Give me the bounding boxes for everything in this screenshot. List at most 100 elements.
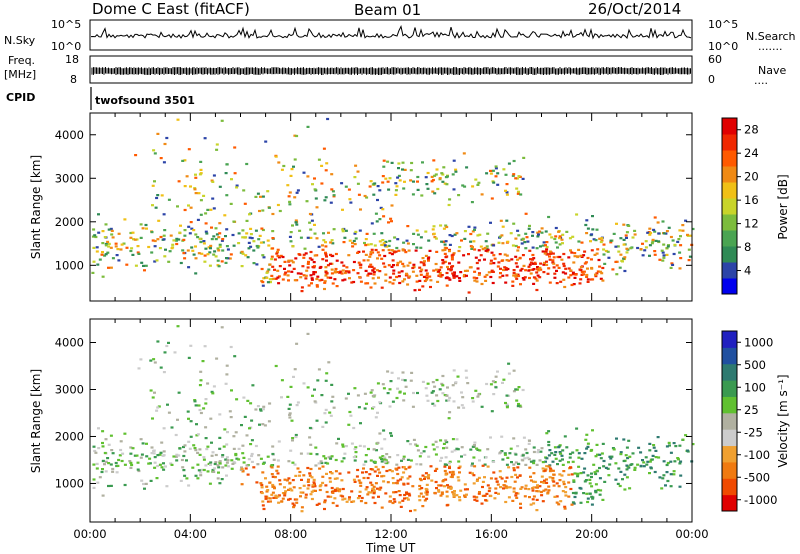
heatmap-cell (228, 410, 232, 413)
heatmap-cell (224, 172, 228, 175)
heatmap-cell (522, 436, 526, 439)
heatmap-cell (439, 439, 443, 442)
heatmap-cell (425, 483, 429, 486)
heatmap-cell (411, 405, 415, 408)
heatmap-cell (307, 478, 310, 481)
heatmap-cell (391, 282, 395, 285)
heatmap-cell (649, 231, 653, 235)
heatmap-cell (478, 272, 481, 275)
heatmap-cell (578, 486, 582, 490)
heatmap-cell (684, 434, 688, 437)
heatmap-cell (342, 264, 346, 267)
heatmap-cell (465, 274, 468, 277)
velocity-color-swatch (722, 363, 737, 381)
heatmap-cell (371, 277, 375, 280)
heatmap-cell (560, 474, 564, 477)
cpid-label: CPID (6, 91, 35, 104)
heatmap-cell (323, 280, 327, 283)
heatmap-cell (440, 492, 444, 496)
heatmap-cell (369, 468, 373, 471)
heatmap-cell (430, 391, 434, 394)
heatmap-cell (98, 476, 102, 479)
heatmap-cell (380, 243, 384, 247)
heatmap-cell (183, 185, 187, 188)
heatmap-cell (340, 460, 344, 463)
heatmap-cell (515, 277, 519, 280)
heatmap-cell (304, 274, 308, 277)
heatmap-cell (215, 148, 219, 151)
heatmap-cell (222, 445, 226, 448)
heatmap-cell (398, 179, 402, 182)
heatmap-cell (298, 487, 302, 490)
heatmap-cell (555, 482, 559, 485)
heatmap-cell (578, 282, 582, 285)
heatmap-cell (498, 235, 502, 238)
heatmap-cell (595, 272, 599, 275)
heatmap-cell (455, 232, 459, 235)
heatmap-cell (506, 240, 510, 243)
velocity-colorbar-tick-label: 25 (744, 403, 759, 417)
heatmap-cell (388, 388, 392, 391)
heatmap-cell (145, 442, 148, 445)
heatmap-cell (197, 192, 201, 195)
heatmap-cell (183, 474, 187, 477)
heatmap-cell (582, 254, 586, 257)
heatmap-cell (409, 169, 413, 172)
heatmap-cell (504, 486, 508, 490)
heatmap-cell (559, 280, 563, 283)
heatmap-cell (178, 447, 182, 450)
heatmap-cell (431, 381, 435, 384)
heatmap-cell (299, 495, 302, 498)
heatmap-cell (599, 457, 603, 460)
heatmap-cell (261, 408, 265, 411)
heatmap-cell (505, 476, 509, 479)
heatmap-cell (396, 176, 400, 179)
heatmap-cell (431, 443, 435, 446)
heatmap-cell (473, 444, 476, 447)
heatmap-cell (547, 440, 551, 444)
heatmap-cell (431, 190, 435, 193)
heatmap-cell (401, 280, 405, 283)
heatmap-cell (364, 244, 368, 247)
heatmap-cell (625, 231, 629, 234)
velocity-color-swatch (722, 412, 737, 430)
heatmap-cell (625, 476, 629, 479)
heatmap-cell (145, 227, 148, 230)
heatmap-cell (408, 275, 412, 278)
heatmap-cell (290, 270, 294, 273)
heatmap-cell (369, 263, 373, 266)
heatmap-cell (221, 249, 225, 252)
heatmap-cell (309, 493, 313, 496)
heatmap-cell (376, 441, 380, 444)
heatmap-cell (289, 240, 293, 243)
heatmap-cell (616, 245, 620, 248)
heatmap-cell (515, 496, 519, 499)
heatmap-cell (413, 289, 417, 292)
heatmap-cell (167, 198, 171, 201)
heatmap-cell (483, 246, 487, 250)
heatmap-cell (436, 280, 440, 283)
heatmap-cell (501, 458, 505, 461)
heatmap-cell (552, 480, 556, 483)
heatmap-cell (333, 477, 337, 480)
heatmap-cell (391, 501, 395, 505)
heatmap-cell (419, 236, 423, 239)
heatmap-cell (591, 278, 595, 281)
heatmap-cell (623, 269, 627, 273)
heatmap-cell (237, 242, 241, 245)
heatmap-cell (300, 506, 304, 509)
heatmap-cell (193, 399, 197, 402)
heatmap-cell (186, 410, 190, 413)
heatmap-cell (579, 472, 583, 475)
heatmap-cell (276, 276, 280, 279)
heatmap-cell (369, 459, 373, 462)
heatmap-cell (562, 470, 566, 473)
heatmap-cell (504, 189, 507, 192)
heatmap-cell (280, 396, 283, 399)
heatmap-cell (505, 274, 509, 277)
heatmap-cell (315, 285, 319, 288)
power-color-swatch (722, 150, 737, 167)
y-tick-label: 2000 (55, 430, 84, 444)
heatmap-cell (441, 374, 445, 378)
heatmap-cell (104, 223, 108, 226)
